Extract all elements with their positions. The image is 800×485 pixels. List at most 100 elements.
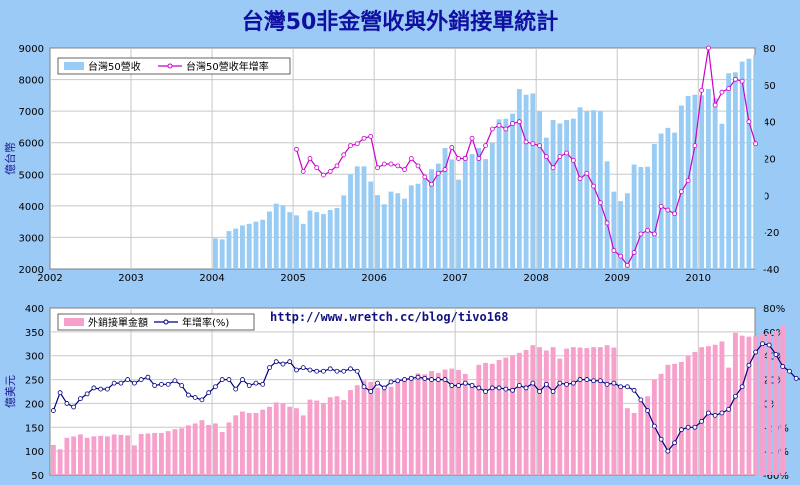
line-point — [307, 156, 313, 161]
line-point — [435, 170, 441, 176]
bar — [280, 403, 286, 475]
line-point — [408, 375, 414, 381]
line-point — [462, 156, 468, 161]
bar — [665, 364, 671, 475]
line-point — [327, 168, 333, 174]
bar — [435, 372, 441, 475]
bar — [591, 347, 597, 475]
bar — [638, 167, 644, 269]
line-point — [530, 380, 536, 386]
bar — [179, 428, 185, 475]
bar — [570, 347, 576, 475]
line-point — [199, 397, 205, 403]
bar — [402, 379, 407, 475]
bar — [456, 179, 461, 269]
line-point — [253, 380, 259, 386]
bar — [314, 400, 320, 475]
bar — [645, 166, 651, 269]
bar — [618, 201, 624, 269]
bar — [678, 361, 684, 475]
y-tick-label: 4000 — [19, 202, 44, 213]
line-point — [530, 141, 536, 147]
y-axis-title: 億台幣 — [3, 142, 17, 175]
line-point — [584, 170, 590, 176]
bar — [294, 408, 299, 475]
line-point — [604, 381, 610, 387]
bar — [456, 370, 461, 475]
bar — [550, 119, 556, 270]
bar — [672, 363, 678, 475]
line-point — [516, 119, 522, 125]
line-point — [138, 377, 144, 382]
bar — [577, 107, 583, 270]
bar — [604, 161, 610, 269]
bar — [361, 166, 367, 269]
bar — [165, 431, 171, 475]
bar — [240, 411, 245, 475]
bar — [71, 436, 77, 475]
line-point — [408, 156, 414, 161]
bar — [503, 357, 509, 475]
line-point — [179, 383, 185, 388]
bar — [510, 355, 516, 475]
bar — [253, 221, 259, 269]
legend-label: 外銷接單金額 — [88, 316, 148, 329]
bar — [672, 132, 678, 269]
line-point — [564, 150, 569, 156]
line-point — [510, 387, 515, 393]
bar — [381, 204, 387, 269]
line-point — [699, 418, 705, 424]
bar — [449, 159, 455, 269]
bar — [64, 437, 70, 475]
line-point — [267, 365, 272, 371]
bar — [348, 174, 353, 269]
bar — [537, 111, 543, 269]
line-point — [611, 248, 617, 253]
bar — [246, 223, 252, 269]
line-point — [624, 384, 630, 390]
line-point — [456, 383, 461, 388]
line-point — [678, 427, 684, 433]
line-point — [537, 389, 542, 394]
line-point — [361, 135, 367, 141]
line-point — [712, 102, 718, 108]
line-point — [172, 378, 178, 384]
line-point — [192, 395, 198, 400]
line-point — [273, 359, 279, 365]
bar — [591, 110, 597, 270]
bar — [604, 345, 610, 475]
y2-tick-label: 80% — [763, 304, 785, 315]
bar — [753, 335, 759, 475]
bar — [489, 142, 495, 269]
bar — [685, 355, 691, 475]
legend-label: 年增率(%) — [182, 316, 229, 329]
bar — [476, 364, 482, 475]
x-tick-label: 2009 — [605, 273, 630, 284]
line-point — [476, 156, 482, 161]
y-tick-label: 350 — [25, 328, 44, 339]
bar — [192, 423, 198, 475]
bar — [226, 422, 232, 475]
line-point — [760, 341, 765, 347]
x-tick-label: 2004 — [199, 273, 224, 284]
line-point — [699, 87, 705, 93]
bar — [435, 163, 441, 269]
y2-tick-label: 60 — [763, 81, 776, 92]
line-point — [611, 380, 617, 386]
line-point — [564, 381, 569, 387]
bar — [597, 111, 603, 270]
line-point — [503, 126, 509, 132]
bar — [537, 347, 543, 475]
line-point — [246, 383, 252, 388]
bar — [611, 191, 617, 269]
line-point — [638, 231, 644, 237]
line-point — [442, 377, 448, 382]
line-point — [57, 390, 63, 396]
bar — [233, 415, 239, 475]
page-title: 台灣50非金營收與外銷接單統計 — [241, 10, 559, 35]
line-point — [793, 375, 799, 381]
bar — [213, 238, 218, 269]
line-point — [388, 379, 394, 385]
line-point — [415, 163, 421, 169]
line-point — [125, 377, 131, 382]
